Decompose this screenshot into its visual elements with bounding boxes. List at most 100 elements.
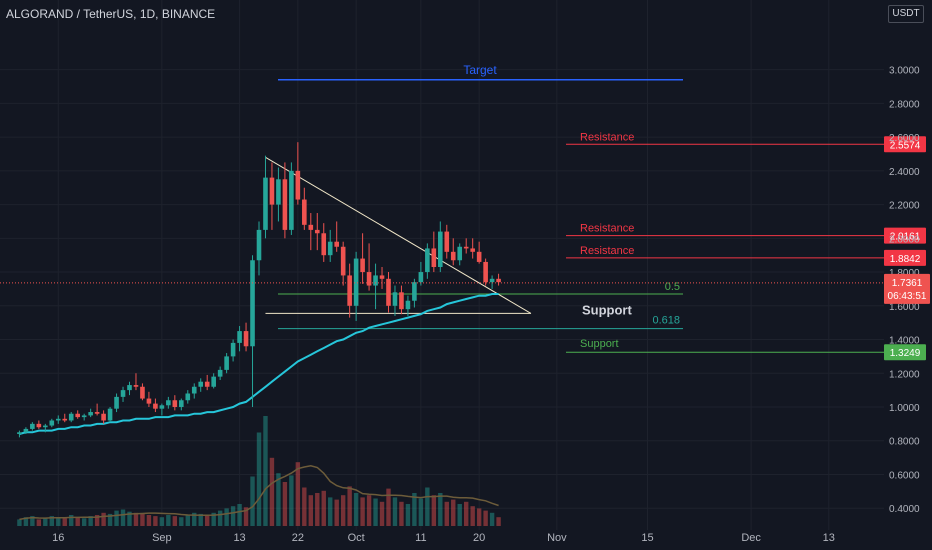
volume-bar xyxy=(224,508,229,526)
candle-body xyxy=(302,199,307,225)
price-tag-label: 2.0161 xyxy=(890,232,921,243)
candle-body xyxy=(36,423,42,428)
candle-body xyxy=(166,400,171,406)
candle-body xyxy=(308,224,314,230)
volume-bar xyxy=(159,517,165,526)
y-tick-label: 2.0000 xyxy=(889,234,920,245)
candle-body xyxy=(127,385,132,391)
volume-bar xyxy=(250,476,255,526)
candle-body xyxy=(81,415,87,418)
candle-body xyxy=(314,229,320,234)
moving-average-line xyxy=(19,293,499,435)
price-tag-bg xyxy=(884,136,926,153)
candle-body xyxy=(425,248,430,273)
volume-bar xyxy=(308,495,313,526)
y-tick-label: 1.6000 xyxy=(889,302,920,313)
y-tick-label: 1.8000 xyxy=(889,268,920,279)
candle-body xyxy=(191,386,197,394)
candle-body xyxy=(75,413,80,418)
candle-body xyxy=(334,241,339,247)
volume-bar xyxy=(192,512,197,526)
volume-bar xyxy=(256,432,262,526)
y-tick-label: 2.2000 xyxy=(889,201,920,212)
volume-bar xyxy=(237,504,242,526)
candle-body xyxy=(276,179,281,205)
volume-bar xyxy=(30,516,35,526)
countdown-label: 06:43:51 xyxy=(888,291,927,302)
y-tick-label: 2.8000 xyxy=(889,99,920,110)
volume-bar xyxy=(334,499,339,526)
symbol-title: ALGORAND / TetherUS, 1D, BINANCE xyxy=(6,7,216,21)
volume-bar xyxy=(379,501,385,526)
volume-bar xyxy=(438,493,443,526)
volume-bar xyxy=(36,519,42,526)
candle-body xyxy=(230,342,236,357)
candle-body xyxy=(360,258,365,273)
volume-bar xyxy=(451,499,456,526)
price-tag-label: 1.3249 xyxy=(890,348,921,359)
candle-body xyxy=(237,331,242,343)
volume-bar xyxy=(418,498,424,526)
currency-button[interactable]: USDT xyxy=(888,5,924,23)
x-tick-label: 11 xyxy=(415,532,426,544)
y-tick-label: 0.8000 xyxy=(889,437,920,448)
candle-body xyxy=(347,275,352,306)
volume-bar xyxy=(431,495,437,526)
volume-bar xyxy=(62,518,67,526)
volume-bar xyxy=(75,517,80,526)
candle-body xyxy=(55,418,61,421)
candle-body xyxy=(179,400,184,407)
candle-body xyxy=(30,423,35,429)
candle-body xyxy=(250,260,255,347)
y-tick-label: 0.4000 xyxy=(889,504,920,515)
candle-body xyxy=(405,300,411,310)
level-label: Support xyxy=(582,302,632,317)
candle-body xyxy=(263,177,268,230)
volume-bar xyxy=(476,508,482,526)
volume-bar xyxy=(328,497,333,526)
candle-body xyxy=(295,170,301,200)
price-tag-bg xyxy=(884,227,926,244)
candle-body xyxy=(379,275,385,279)
candle-body xyxy=(217,369,223,377)
price-tag-label: 2.5574 xyxy=(890,140,921,151)
volume-bar xyxy=(360,497,365,526)
volume-bar xyxy=(444,501,449,526)
volume-bar xyxy=(366,495,372,526)
volume-bar xyxy=(23,517,29,526)
last-price-tag-bg xyxy=(884,273,930,304)
y-tick-label: 1.2000 xyxy=(889,369,920,380)
y-tick-label: 3.0000 xyxy=(889,66,920,77)
candle-body xyxy=(159,405,165,409)
volume-bar xyxy=(269,457,275,526)
volume-bar xyxy=(146,515,152,526)
candle-body xyxy=(17,432,22,434)
volume-bar xyxy=(340,495,346,526)
level-label: Support xyxy=(580,338,619,350)
volume-bar xyxy=(166,515,171,526)
candle-body xyxy=(243,331,249,347)
candle-body xyxy=(321,233,327,256)
candle-body xyxy=(457,246,463,261)
candle-body xyxy=(496,278,501,283)
candle-body xyxy=(412,282,417,301)
candle-body xyxy=(399,292,404,310)
candle-body xyxy=(107,408,113,421)
x-tick-label: 20 xyxy=(473,532,485,544)
candle-body xyxy=(62,418,68,421)
volume-bar xyxy=(94,515,100,526)
candle-body xyxy=(120,390,126,397)
candle-body xyxy=(392,292,398,306)
x-tick-label: 16 xyxy=(52,532,64,544)
volume-bar xyxy=(49,516,54,526)
candle-body xyxy=(114,396,119,409)
level-label: 0.618 xyxy=(652,315,680,327)
candle-body xyxy=(101,413,106,421)
candle-body xyxy=(43,425,48,428)
x-tick-label: Oct xyxy=(348,532,365,544)
candle-body xyxy=(282,179,288,230)
candle-body xyxy=(340,246,346,276)
volume-bar xyxy=(412,493,417,526)
